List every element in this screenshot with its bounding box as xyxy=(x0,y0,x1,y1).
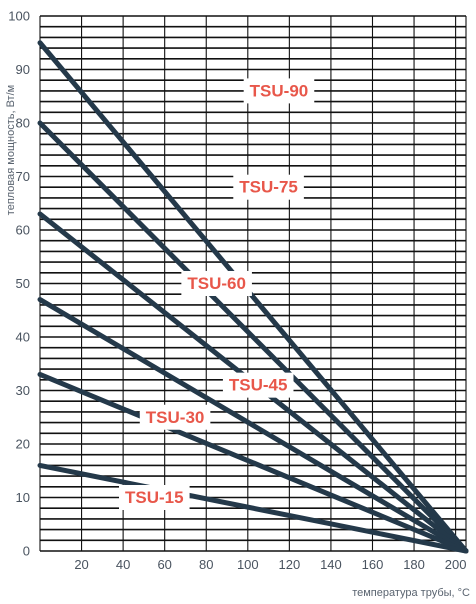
x-tick-label: 160 xyxy=(362,557,384,572)
y-tick-label: 90 xyxy=(16,62,30,77)
tick-labels: 0 10 20 30 40 50 60 70 80 90 100 20 40 60 80 100 120 140 1… xyxy=(8,9,466,573)
y-tick-label: 50 xyxy=(16,276,30,291)
series-line-tsu-15 xyxy=(37,462,469,554)
x-tick-label: 180 xyxy=(403,557,425,572)
series-line-tsu-90 xyxy=(37,40,469,554)
series-label-background xyxy=(139,404,211,430)
series-label-background xyxy=(243,78,315,104)
y-tick-label: 60 xyxy=(16,223,30,238)
x-tick-label: 200 xyxy=(445,557,467,572)
series-label-background xyxy=(119,485,190,510)
x-tick-label: 140 xyxy=(320,557,342,572)
y-tick-label: 30 xyxy=(16,383,30,398)
series-labels: TSU-90 TSU-75 TSU-60 TSU-45 TSU-30 TSU-15 xyxy=(119,78,315,510)
y-tick-label: 20 xyxy=(16,437,30,452)
series-lines xyxy=(37,40,469,554)
series-line-tsu-75 xyxy=(37,120,469,554)
series-line-tsu-30 xyxy=(37,371,469,554)
x-tick-label: 40 xyxy=(116,557,130,572)
y-axis-title: тепловая мощность, Вт/м xyxy=(5,85,17,215)
series-label-tsu-60: TSU-60 xyxy=(187,274,246,293)
x-tick-label: 60 xyxy=(157,557,171,572)
series-line-tsu-45 xyxy=(37,297,469,554)
y-tick-label: 0 xyxy=(23,544,30,559)
x-tick-label: 20 xyxy=(74,557,88,572)
series-label-background xyxy=(233,174,304,200)
series-label-background xyxy=(222,372,294,398)
series-label-tsu-75: TSU-75 xyxy=(239,178,298,197)
y-tick-label: 70 xyxy=(16,169,30,184)
series-label-background xyxy=(181,271,252,296)
x-tick-label: 120 xyxy=(279,557,301,572)
x-tick-label: 80 xyxy=(199,557,213,572)
series-label-tsu-45: TSU-45 xyxy=(229,376,288,395)
x-axis-title: температура трубы, °C xyxy=(352,587,470,599)
y-tick-label: 10 xyxy=(16,490,30,505)
series-label-tsu-15: TSU-15 xyxy=(125,488,184,507)
series-label-tsu-30: TSU-30 xyxy=(146,408,205,427)
y-tick-label: 40 xyxy=(16,330,30,345)
series-label-tsu-90: TSU-90 xyxy=(250,81,309,100)
x-tick-label: 100 xyxy=(237,557,259,572)
y-tick-label: 80 xyxy=(16,116,30,131)
y-tick-label: 100 xyxy=(8,9,30,24)
